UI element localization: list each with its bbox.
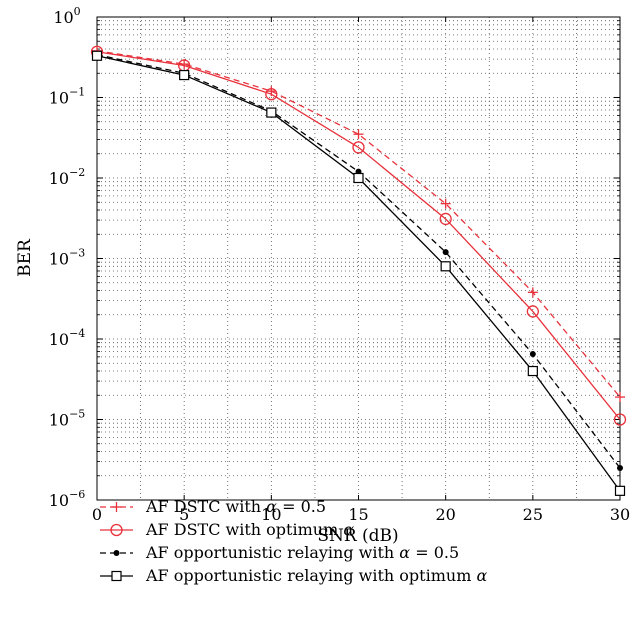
y-tick-label: 10−3	[49, 247, 86, 269]
legend-label: AF DSTC with α = 0.5	[145, 497, 326, 516]
x-tick-label: 30	[610, 505, 630, 524]
legend: AF DSTC with α = 0.5 AF DSTC with optimum…	[100, 497, 487, 585]
series-2	[90, 45, 627, 426]
axis-ticks	[96, 16, 621, 501]
y-tick-label: 10−6	[49, 488, 86, 510]
x-tick-label: 25	[523, 505, 543, 524]
x-tick-label: 15	[348, 505, 368, 524]
series-1	[92, 45, 625, 403]
series-layer	[90, 45, 627, 496]
marker-square	[111, 570, 122, 582]
legend-item-4: AF opportunistic relaying with optimum α	[100, 566, 487, 585]
marker-square	[440, 261, 451, 272]
marker-dot	[529, 351, 536, 358]
x-tick-label: 10	[261, 505, 281, 524]
marker-circle	[526, 305, 539, 318]
marker-circle	[352, 141, 365, 154]
y-axis-tick-labels: 100 10−1 10−2 10−3 10−4 10−5 10−6	[49, 5, 86, 510]
legend-item-3: AF opportunistic relaying with α = 0.5	[100, 543, 459, 562]
marker-circle	[439, 212, 452, 226]
marker-dot	[442, 249, 449, 256]
legend-item-2: AF DSTC with optimum α	[100, 520, 354, 539]
marker-square	[527, 365, 538, 377]
marker-circle	[110, 523, 123, 537]
legend-label: AF opportunistic relaying with optimum α	[145, 566, 487, 585]
y-axis-label: BER	[15, 238, 35, 277]
marker-circle	[613, 413, 627, 426]
y-tick-label: 10−4	[49, 327, 86, 349]
marker-square	[614, 485, 626, 496]
marker-square	[266, 107, 277, 118]
legend-label: AF opportunistic relaying with α = 0.5	[145, 543, 459, 562]
x-axis-tick-labels: 0 5 10 15 20 25 30	[92, 505, 630, 524]
marker-dot	[617, 464, 623, 471]
marker-dot	[113, 550, 120, 556]
series-4	[91, 50, 626, 496]
grid-lines	[97, 17, 620, 500]
y-tick-label: 100	[53, 5, 80, 27]
marker-square	[353, 172, 364, 184]
legend-label: AF DSTC with optimum α	[145, 520, 354, 539]
x-tick-label: 0	[92, 505, 102, 524]
marker-square	[91, 50, 103, 61]
legend-item-1: AF DSTC with α = 0.5	[100, 497, 326, 516]
x-tick-label: 5	[179, 505, 189, 524]
marker-circle	[265, 88, 278, 101]
y-tick-label: 10−1	[49, 86, 86, 108]
marker-square	[179, 69, 190, 81]
series-line	[96, 51, 621, 420]
x-tick-label: 20	[435, 505, 455, 524]
y-tick-label: 10−5	[49, 408, 86, 430]
x-axis-label: SNR (dB)	[317, 526, 398, 546]
y-tick-label: 10−2	[49, 166, 86, 188]
